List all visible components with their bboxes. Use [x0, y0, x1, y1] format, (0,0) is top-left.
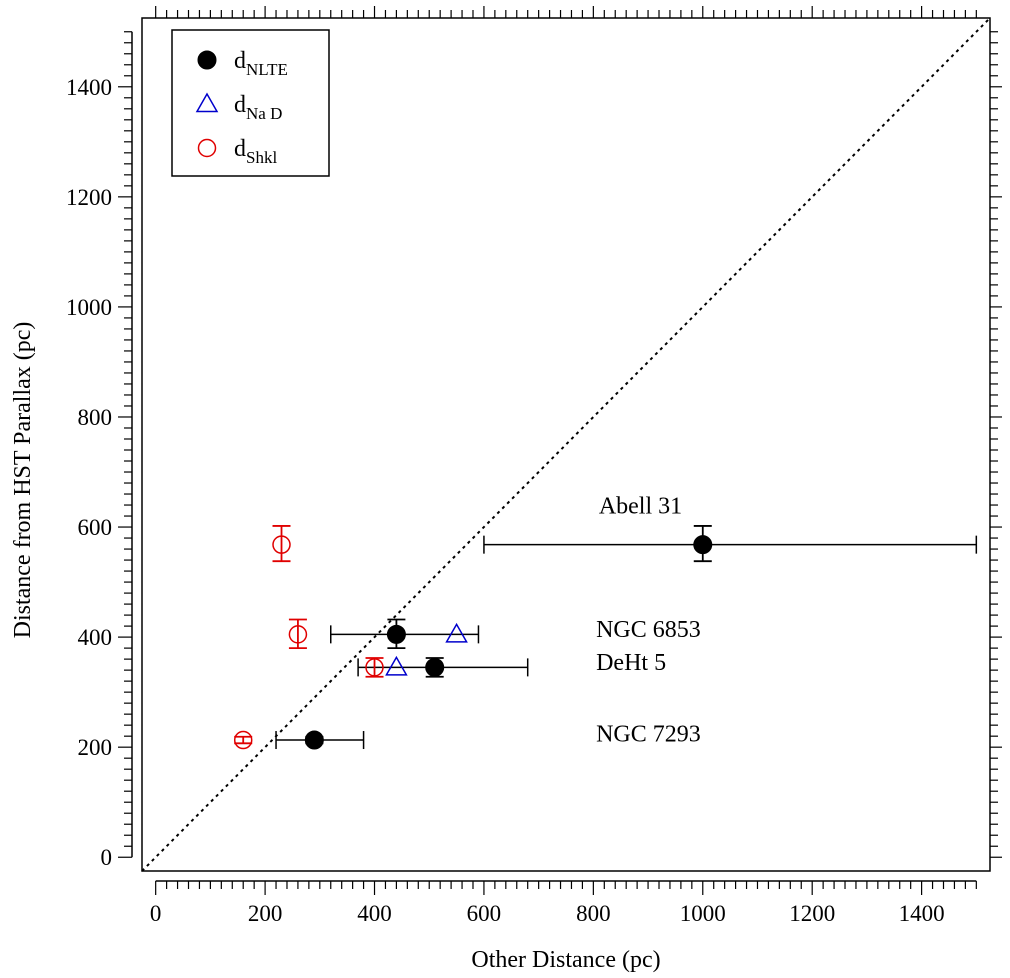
nlte-point: [304, 730, 324, 750]
y-tick-label: 800: [78, 405, 113, 430]
legend-label-subscript: Na D: [246, 104, 282, 123]
y-error-bar: [272, 525, 291, 563]
plot-frame-layer: [141, 17, 991, 872]
shkl-point: [288, 625, 308, 644]
annotations-layer: Abell 31 NGC 6853 DeHt 5 NGC 7293: [596, 493, 701, 747]
y-error-bar: [365, 657, 384, 678]
legend-label-subscript: NLTE: [246, 60, 288, 79]
nlte-point: [386, 624, 406, 644]
y-tick-label: 400: [78, 625, 113, 650]
x-tick-label: 600: [467, 901, 502, 926]
reference-line-layer: [141, 17, 991, 872]
shkl-point: [365, 658, 384, 677]
legend-shkl-point: [197, 138, 217, 158]
object-label: Abell 31: [599, 493, 682, 519]
x-tick-label: 200: [248, 901, 283, 926]
x-tick-label: 1400: [899, 901, 945, 926]
legend-box: [171, 29, 330, 177]
na-d-point: [445, 622, 468, 643]
legend-nlte-point: [197, 50, 217, 70]
one-to-one-reference-line: [141, 17, 991, 872]
x-error-bar: [483, 535, 978, 554]
y-tick-label: 1000: [66, 295, 112, 320]
x-axis-title: Other Distance (pc): [471, 947, 660, 973]
shkl-point: [233, 730, 253, 750]
y-tick-label: 1200: [66, 185, 112, 210]
object-label: DeHt 5: [596, 650, 666, 676]
data-points-layer: [233, 535, 713, 750]
x-tick-label: 800: [576, 901, 611, 926]
x-tick-label: 0: [150, 901, 162, 926]
axis-ticks-layer: 0 200 400 600 800 1000 1200 1400 0 200 400 600 800 10…: [66, 6, 1002, 926]
x-tick-label: 1000: [680, 901, 726, 926]
object-label: NGC 6853: [596, 617, 701, 643]
na-d-point: [385, 655, 408, 676]
y-tick-label: 600: [78, 515, 113, 540]
nlte-point: [425, 657, 445, 677]
y-error-bar: [288, 618, 307, 650]
object-label: NGC 7293: [596, 722, 701, 748]
y-tick-label: 0: [101, 845, 113, 870]
y-tick-label: 200: [78, 735, 113, 760]
legend-label-subscript: Shkl: [246, 148, 277, 167]
y-axis-title: Distance from HST Parallax (pc): [10, 322, 36, 639]
nlte-point: [693, 535, 713, 555]
legend-na-d-point: [195, 92, 219, 113]
plot-area-frame: [141, 17, 991, 872]
y-tick-label: 1400: [66, 75, 112, 100]
x-tick-label: 400: [357, 901, 392, 926]
x-tick-label: 1200: [789, 901, 835, 926]
y-error-bar: [234, 735, 253, 745]
shkl-point: [272, 535, 291, 554]
